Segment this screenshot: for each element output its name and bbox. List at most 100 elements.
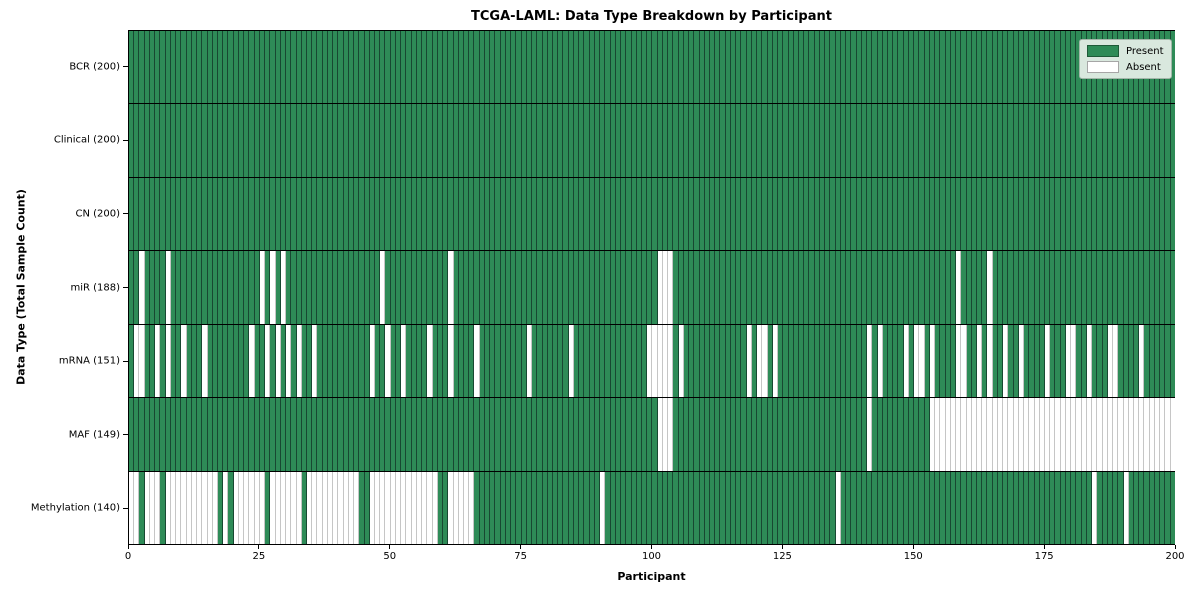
heatmap-cell [254,471,260,544]
heatmap-cell [887,398,894,471]
heatmap-cell [1118,471,1124,544]
heatmap-cell [772,324,779,398]
heatmap-cell [694,398,700,471]
heatmap-cell [840,104,847,177]
heatmap-cell [778,251,784,324]
heatmap-cell [689,104,695,177]
heatmap-cell [1060,177,1066,251]
heatmap-cell [846,471,852,544]
heatmap-cell [662,398,669,471]
heatmap-cell [683,324,690,398]
heatmap-cell [783,251,789,324]
heatmap-cell [799,398,805,471]
heatmap-cell [584,177,590,251]
heatmap-cell [354,31,360,104]
heatmap-cell [411,251,417,324]
heatmap-cell [516,104,522,177]
heatmap-cell [511,31,517,104]
heatmap-row [129,250,1175,324]
heatmap-cell [1139,471,1145,544]
heatmap-cell [464,31,470,104]
heatmap-cell [474,251,480,324]
heatmap-cell [338,104,344,177]
heatmap-cell [458,177,464,251]
heatmap-cell [1139,251,1145,324]
heatmap-cell [1039,104,1046,177]
heatmap-cell [710,324,716,398]
heatmap-cell [903,104,909,177]
heatmap-cell [1107,251,1114,324]
heatmap-cell [914,104,920,177]
heatmap-cell [799,31,805,104]
heatmap-cell [144,251,150,324]
heatmap-cell [306,471,313,544]
heatmap-cell [903,177,909,251]
heatmap-cell [464,324,470,398]
heatmap-cell [819,324,826,398]
heatmap-cell [380,324,386,398]
heatmap-cell [898,324,904,398]
heatmap-cell [846,251,852,324]
heatmap-cell [1123,104,1129,177]
heatmap-cell [1149,324,1155,398]
heatmap-cell [626,398,632,471]
y-tick-label: CN (200) [75,208,120,220]
heatmap-cell [568,471,574,544]
heatmap-cell [186,398,192,471]
heatmap-cell [296,104,302,177]
heatmap-cell [919,177,925,251]
heatmap-row [129,176,1175,251]
heatmap-cell [291,398,297,471]
heatmap-cell [134,31,140,104]
heatmap-cell [516,31,522,104]
chart-title: TCGA-LAML: Data Type Breakdown by Partic… [471,9,832,24]
heatmap-cell [516,398,522,471]
heatmap-cell [191,177,198,251]
heatmap-cell [971,398,977,471]
heatmap-cell [511,251,517,324]
heatmap-cell [589,177,595,251]
heatmap-cell [1055,251,1061,324]
heatmap-cell [186,177,192,251]
heatmap-cell [997,177,1004,251]
heatmap-cell [427,104,433,177]
heatmap-cell [929,471,936,544]
heatmap-cell [165,251,171,324]
heatmap-cell [385,177,391,251]
heatmap-cell [170,251,177,324]
heatmap-cell [244,251,250,324]
heatmap-cell [1013,398,1019,471]
heatmap-cell [1018,104,1025,177]
heatmap-cell [767,177,773,251]
heatmap-cell [149,471,156,544]
heatmap-cell [1076,324,1082,398]
heatmap-cell [453,104,459,177]
heatmap-cell [537,324,543,398]
heatmap-cell [1071,31,1077,104]
heatmap-cell [453,31,459,104]
heatmap-cell [720,104,726,177]
heatmap-cell [270,251,276,324]
heatmap-cell [636,398,642,471]
heatmap-cell [526,177,533,251]
heatmap-cell [568,104,574,177]
x-tick-label: 50 [383,551,397,562]
heatmap-cell [505,398,512,471]
heatmap-cell [422,324,428,398]
heatmap-cell [715,324,721,398]
heatmap-cell [908,324,915,398]
heatmap-cell [1071,398,1077,471]
absent-swatch [1087,61,1119,73]
heatmap-cell [1144,471,1150,544]
heatmap-cell [390,324,396,398]
heatmap-cell [872,104,878,177]
heatmap-cell [464,398,470,471]
heatmap-cell [207,324,213,398]
heatmap-cell [1139,104,1145,177]
heatmap-cell [657,104,663,177]
heatmap-cell [584,324,590,398]
heatmap-cell [144,398,150,471]
heatmap-cell [165,471,171,544]
heatmap-cell [223,251,229,324]
